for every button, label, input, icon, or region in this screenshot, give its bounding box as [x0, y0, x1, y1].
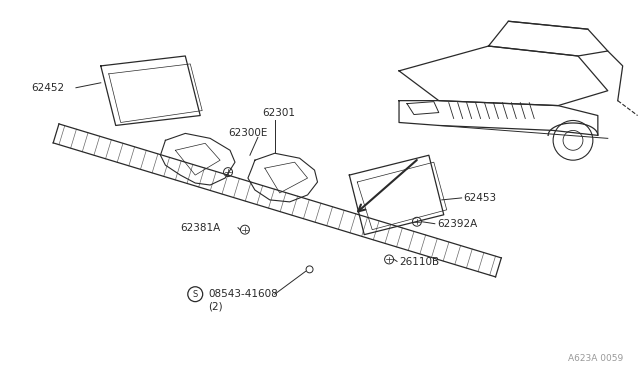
Text: S: S	[193, 290, 198, 299]
Text: 62452: 62452	[31, 83, 65, 93]
Text: 62381A: 62381A	[180, 223, 221, 233]
Text: 62301: 62301	[262, 108, 295, 118]
Text: 62392A: 62392A	[437, 219, 477, 229]
Text: 26110B: 26110B	[399, 257, 439, 267]
Text: 08543-41608: 08543-41608	[208, 289, 278, 299]
Text: 62300E: 62300E	[228, 128, 268, 138]
Text: 62453: 62453	[463, 193, 497, 203]
Text: A623A 0059: A623A 0059	[568, 354, 623, 363]
Text: (2): (2)	[208, 301, 223, 311]
